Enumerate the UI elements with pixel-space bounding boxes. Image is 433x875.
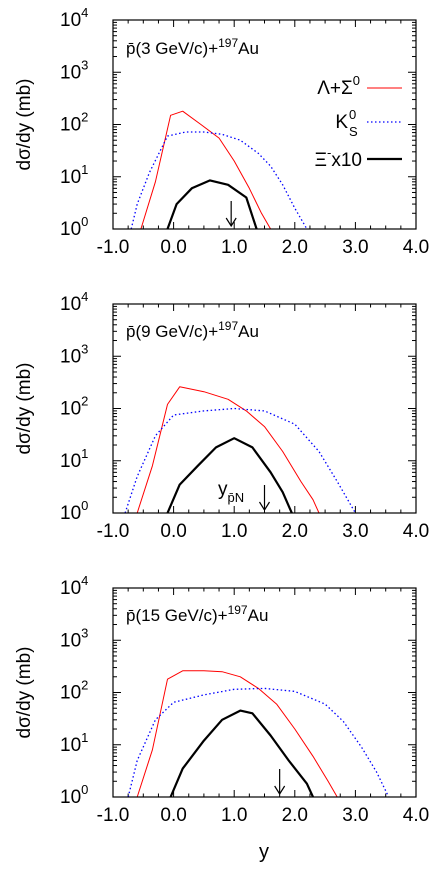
x-tick-label: 0.0 <box>160 237 186 258</box>
legend: Λ+Σ0 K 0 S Ξ-x10 <box>315 73 402 171</box>
plot-frame <box>112 19 417 230</box>
x-tick-label: 0.0 <box>160 521 186 542</box>
series-line-k0s <box>127 687 390 797</box>
x-tick-label: 2.0 <box>282 521 308 542</box>
x-tick-label: 1.0 <box>221 521 247 542</box>
y-axis-label: dσ/dy (mb) <box>14 647 35 739</box>
panel-title: p̄(3 GeV/c)+197Au <box>126 36 259 58</box>
y-tick-label: 103 <box>60 341 88 367</box>
legend-sup-k0s: 0 <box>349 107 356 122</box>
y-tick-label: 102 <box>60 678 88 704</box>
y-tick-label: 100 <box>60 498 88 524</box>
series-line-xi <box>169 709 314 797</box>
y-tick-label: 103 <box>60 57 88 83</box>
legend-sub-k0s: S <box>349 124 358 139</box>
panel-title: p̄(9 GeV/c)+197Au <box>126 319 259 341</box>
panel-title: p̄(15 GeV/c)+197Au <box>126 603 268 625</box>
series-line-lambda <box>136 386 320 513</box>
x-tick-label: 4.0 <box>403 521 429 542</box>
series-line-xi <box>166 179 258 229</box>
y-tick-label: 100 <box>60 214 88 240</box>
x-tick-label: -1.0 <box>97 805 130 826</box>
x-tick-label: -1.0 <box>97 521 130 542</box>
y-tick-label: 102 <box>60 394 88 420</box>
y-tick-label: 104 <box>60 573 88 599</box>
y-axis-label: dσ/dy (mb) <box>14 79 35 171</box>
x-tick-label: 2.0 <box>282 237 308 258</box>
series-line-xi <box>166 437 293 513</box>
x-tick-label: 3.0 <box>342 521 368 542</box>
x-tick-label: 3.0 <box>342 237 368 258</box>
x-tick-label: 4.0 <box>403 237 429 258</box>
x-tick-label: -1.0 <box>97 237 130 258</box>
panel-3: -1.0 0.0 1.0 2.0 3.0 4.0 100 101 102 103 104 dσ/dy … <box>14 573 429 826</box>
plot-frame <box>112 587 417 798</box>
y-tick-label: 101 <box>60 162 88 188</box>
ypn-label: yp̄N <box>218 479 244 505</box>
x-tick-label: 1.0 <box>221 805 247 826</box>
series-line-lambda <box>136 670 338 797</box>
y-tick-label: 103 <box>60 625 88 651</box>
y-tick-label: 101 <box>60 730 88 756</box>
legend-label-k0s: K <box>335 112 348 133</box>
y-tick-label: 104 <box>60 289 88 315</box>
series-line-k0s <box>124 407 356 513</box>
series-line-k0s <box>130 131 308 229</box>
x-tick-label: 3.0 <box>342 805 368 826</box>
y-tick-label: 100 <box>60 782 88 808</box>
plot-frame <box>112 303 417 514</box>
legend-label-xi: Ξ-x10 <box>315 145 362 171</box>
legend-label-lambda: Λ+Σ0 <box>317 73 360 99</box>
series-line-lambda <box>140 110 272 229</box>
panel-1: -1.0 0.0 1.0 2.0 3.0 4.0 100 101 102 103 104 dσ/dy … <box>14 5 429 258</box>
ypn-arrow-head <box>258 501 271 512</box>
y-axis-label: dσ/dy (mb) <box>14 363 35 455</box>
y-tick-label: 104 <box>60 5 88 31</box>
ypn-arrow-head <box>225 217 237 228</box>
x-axis-label: y <box>259 841 269 863</box>
panel-2: -1.0 0.0 1.0 2.0 3.0 4.0 100 101 102 103 104 dσ/dy … <box>14 289 429 542</box>
y-tick-label: 102 <box>60 110 88 136</box>
x-tick-label: 4.0 <box>403 805 429 826</box>
y-tick-label: 101 <box>60 446 88 472</box>
x-tick-label: 2.0 <box>282 805 308 826</box>
ypn-arrow-head <box>274 785 286 796</box>
x-tick-label: 0.0 <box>160 805 186 826</box>
x-tick-label: 1.0 <box>221 237 247 258</box>
